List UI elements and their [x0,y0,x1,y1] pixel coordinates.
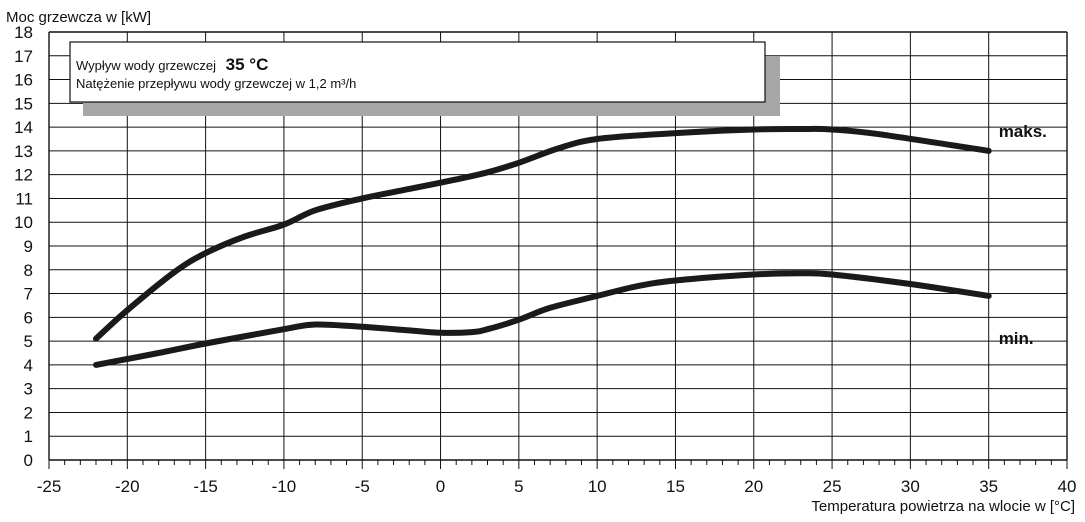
annotation-line1: Wypływ wody grzewczej 35 °C [76,55,268,74]
y-tick-label: 14 [14,118,33,137]
y-tick-label: 11 [15,189,33,208]
x-tick-label: 20 [744,477,763,496]
y-axis-label: Moc grzewcza w [kW] [6,9,151,26]
x-tick-label: 35 [979,477,998,496]
y-tick-label: 7 [24,285,33,304]
axes [48,31,1068,461]
y-tick-label: 16 [14,71,33,90]
x-tick-label: 5 [514,477,523,496]
y-tick-label: 8 [24,261,33,280]
x-tick-label: -5 [355,477,370,496]
series-group [93,125,992,368]
y-tick-label: 10 [14,213,33,232]
x-axis-label: Temperatura powietrza na wlocie w [°C] [811,498,1075,515]
series-line-min [93,270,992,368]
y-tick-label: 6 [24,308,33,327]
y-tick-label: 0 [24,451,33,470]
x-tick-label: -25 [37,477,62,496]
series-label-min: min. [999,329,1034,348]
y-tick-label: 9 [24,237,33,256]
x-tick-label: -10 [272,477,297,496]
x-tick-label: 30 [901,477,920,496]
y-tick-label: 17 [14,47,33,66]
y-tick-label: 4 [24,356,33,375]
annotation-line1-value: 35 °C [226,55,269,74]
x-tick-label: 0 [436,477,445,496]
annotation-line2: Natężenie przepływu wody grzewczej w 1,2… [76,76,356,91]
y-tick-label: 1 [24,427,33,446]
y-tick-label: 2 [24,403,33,422]
series-line-maks [93,125,992,342]
annotation-box: Wypływ wody grzewczej 35 °C Natężenie pr… [69,41,780,116]
y-tick-label: 13 [14,142,33,161]
x-tick-label: 10 [588,477,607,496]
x-tick-label: 25 [823,477,842,496]
y-tick-label: 15 [14,94,33,113]
annotation-panel [69,41,766,103]
y-tick-label: 12 [14,166,33,185]
annotation-line1-prefix: Wypływ wody grzewczej [76,58,216,73]
series-label-maks: maks. [999,122,1047,141]
y-tick-label: 5 [24,332,33,351]
x-tick-label: -20 [115,477,140,496]
x-tick-label: 15 [666,477,685,496]
y-tick-label: 3 [24,380,33,399]
series-labels: maks. min. [999,122,1047,348]
x-tick-label: -15 [193,477,218,496]
y-tick-label: 18 [14,23,33,42]
x-tick-label: 40 [1058,477,1077,496]
